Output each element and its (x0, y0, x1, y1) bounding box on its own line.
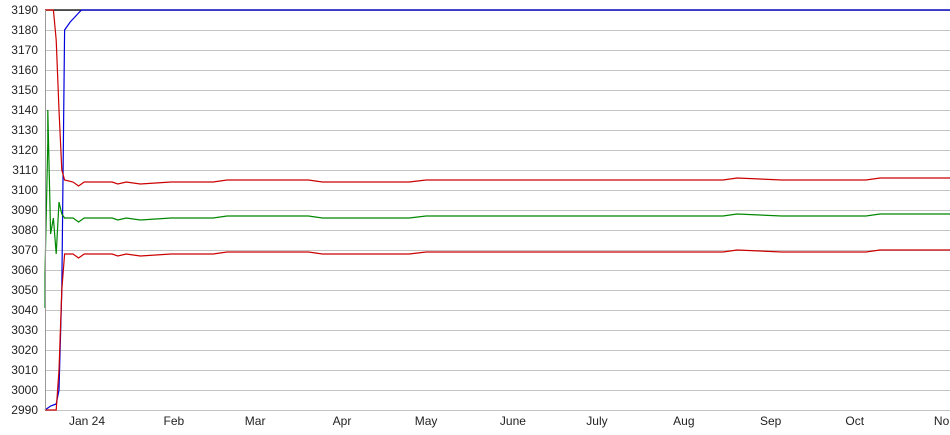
x-tick-label: Aug (673, 414, 694, 428)
y-tick-label: 3100 (11, 183, 38, 197)
y-tick-label: 3060 (11, 263, 38, 277)
y-tick-label: 2990 (11, 403, 38, 417)
x-tick-label: Feb (164, 414, 185, 428)
y-tick-label: 3070 (11, 243, 38, 257)
y-tick-label: 3180 (11, 23, 38, 37)
x-tick-label: Apr (333, 414, 352, 428)
series-line-1 (44, 9, 950, 411)
x-tick-label: July (586, 414, 607, 428)
y-tick-label: 3020 (11, 343, 38, 357)
y-tick-label: 3140 (11, 103, 38, 117)
y-tick-label: 3130 (11, 123, 38, 137)
y-tick-label: 3050 (11, 283, 38, 297)
y-tick-label: 3120 (11, 143, 38, 157)
y-tick-label: 3040 (11, 303, 38, 317)
series-lines (44, 9, 950, 411)
series-line-4 (45, 249, 950, 411)
x-tick-label: June (500, 414, 526, 428)
y-tick-label: 3190 (11, 3, 38, 17)
x-axis: Jan 24 Feb Mar Apr May June July Aug Sep Oct No (69, 414, 950, 428)
y-tick-label: 3010 (11, 363, 38, 377)
x-tick-label: May (415, 414, 438, 428)
x-tick-label: Mar (245, 414, 266, 428)
grid (45, 10, 950, 411)
y-tick-label: 3090 (11, 203, 38, 217)
series-line-3 (44, 109, 950, 308)
y-tick-label: 3160 (11, 63, 38, 77)
y-tick-label: 3110 (12, 163, 38, 177)
x-tick-label: No (934, 414, 950, 428)
series-line-2 (45, 9, 950, 187)
x-tick-label: Sep (760, 414, 782, 428)
y-tick-label: 3170 (11, 43, 38, 57)
x-tick-label: Jan 24 (69, 414, 105, 428)
y-tick-label: 3000 (11, 383, 38, 397)
y-tick-label: 3080 (11, 223, 38, 237)
x-tick-label: Oct (845, 414, 864, 428)
y-axis: 2990 3000 3010 3020 3030 3040 3050 3060 3070 3080… (11, 3, 38, 417)
y-tick-label: 3150 (11, 83, 38, 97)
y-tick-label: 3030 (11, 323, 38, 337)
